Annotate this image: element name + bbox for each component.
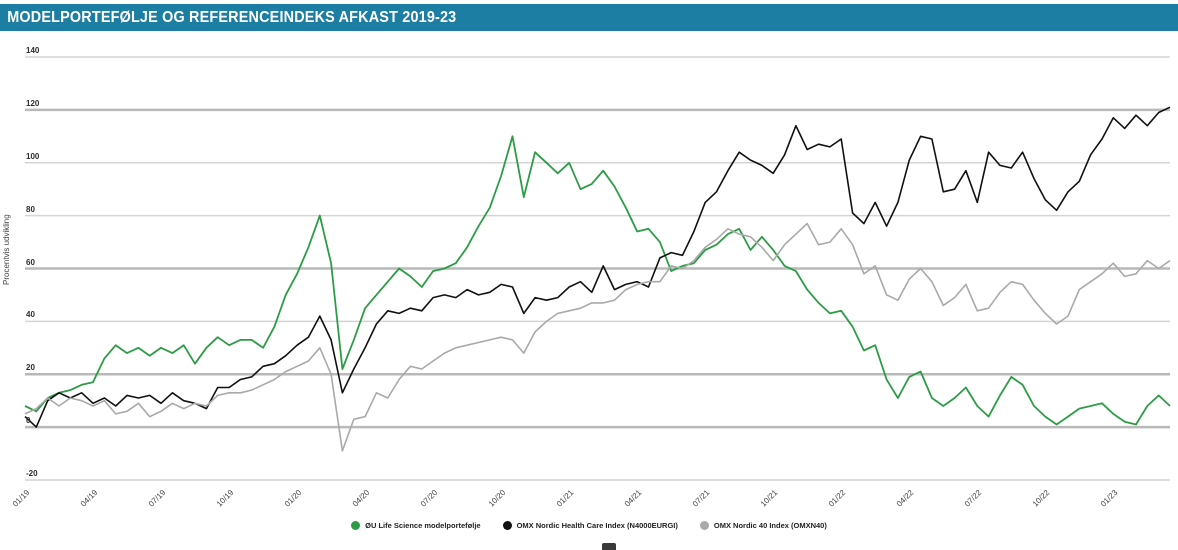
black-series-dot-icon <box>502 520 512 530</box>
y-tick-label: 40 <box>26 310 35 320</box>
y-tick-label: 100 <box>26 151 40 161</box>
legend-item-omx-nordic-40[interactable]: OMX Nordic 40 Index (OMXN40) <box>699 520 827 530</box>
title-bar: MODELPORTEFØLJE OG REFERENCEINDEKS AFKAS… <box>0 4 1178 31</box>
green-series-dot-icon <box>351 520 361 530</box>
series-line-gray <box>24 222 1171 452</box>
series-line-green <box>24 135 1171 426</box>
y-tick-label: 0 <box>26 416 31 426</box>
y-tick-label: 80 <box>26 204 35 214</box>
series-line-black <box>24 106 1171 428</box>
legend-label: OMX Nordic 40 Index (OMXN40) <box>713 520 827 530</box>
y-tick-label: 60 <box>26 257 35 267</box>
chart-legend: ØU Life Science modelportefølje OMX Nord… <box>0 517 1178 533</box>
legend-label: OMX Nordic Health Care Index (N4000EURGI… <box>516 520 678 530</box>
legend-item-health-care-index[interactable]: OMX Nordic Health Care Index (N4000EURGI… <box>502 520 678 530</box>
legend-label: ØU Life Science modelportefølje <box>365 520 481 530</box>
footer-logo-fragment <box>602 543 616 550</box>
legend-item-modelportefolje[interactable]: ØU Life Science modelportefølje <box>351 520 481 530</box>
y-tick-label: 20 <box>26 363 35 373</box>
page-title: MODELPORTEFØLJE OG REFERENCEINDEKS AFKAS… <box>7 8 457 26</box>
y-tick-label: -20 <box>26 469 38 478</box>
gray-series-dot-icon <box>699 520 709 530</box>
y-tick-label: 120 <box>26 98 40 108</box>
y-tick-label: 140 <box>26 46 40 55</box>
